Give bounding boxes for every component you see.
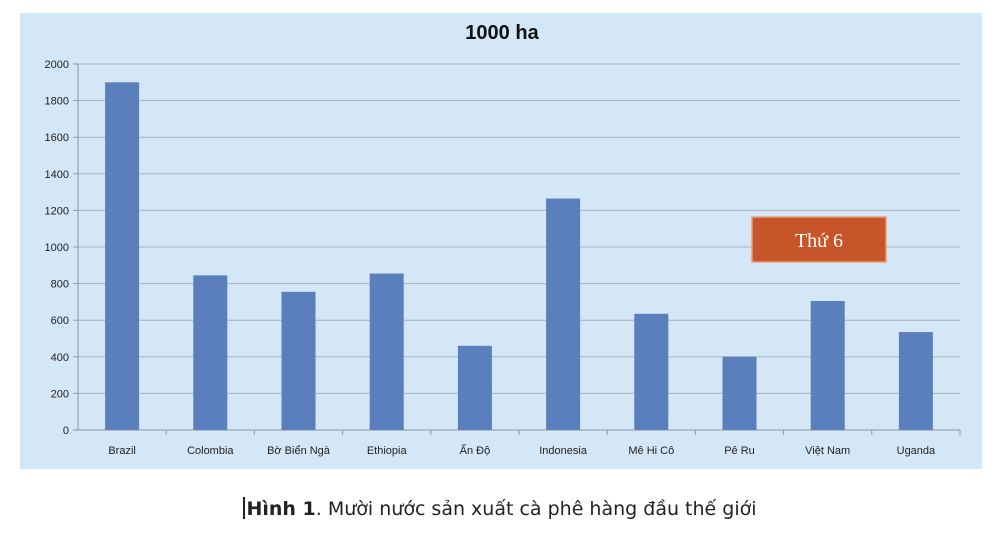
y-tick-label: 0 bbox=[63, 425, 69, 437]
x-tick-label: Ethiopia bbox=[367, 445, 408, 457]
figure-caption: Hình 1. Mười nước sản xuất cà phê hàng đ… bbox=[0, 497, 1000, 520]
annotation-box bbox=[751, 216, 887, 263]
bar bbox=[898, 332, 933, 430]
y-tick-label: 1200 bbox=[45, 205, 69, 217]
y-tick-label: 2000 bbox=[45, 59, 69, 71]
y-tick-label: 1800 bbox=[45, 96, 69, 108]
caption-figure-number: Hình 1 bbox=[246, 498, 316, 520]
bar bbox=[634, 313, 669, 430]
x-tick-label: Colombia bbox=[187, 445, 234, 457]
bar bbox=[105, 82, 140, 431]
chart-panel: 1000 ha 0 200 400 600 800 1000 1200 1400 1600 180… bbox=[20, 13, 982, 469]
y-tick-label: 1400 bbox=[45, 169, 69, 181]
y-tick-label: 1600 bbox=[45, 132, 69, 144]
y-tick-label: 800 bbox=[51, 279, 69, 291]
bar bbox=[810, 300, 845, 430]
y-axis: 0 200 400 600 800 1000 1200 1400 1600 1800 2000 bbox=[45, 59, 79, 437]
bar bbox=[193, 275, 228, 430]
y-tick-label: 400 bbox=[51, 352, 69, 364]
chart-title: 1000 ha bbox=[465, 22, 539, 44]
x-tick-label: Indonesia bbox=[539, 445, 588, 457]
bar bbox=[369, 273, 404, 430]
bar bbox=[546, 198, 581, 430]
x-tick-label: Brazil bbox=[108, 445, 136, 457]
rank-annotation: Thứ 6 bbox=[751, 216, 887, 263]
x-tick-label: Uganda bbox=[897, 445, 936, 457]
bar-chart: 1000 ha 0 200 400 600 800 1000 1200 1400 1600 180… bbox=[45, 22, 961, 457]
x-axis-labels: Brazil Colombia Bờ Biển Ngà Ethiopia Ấn Độ In… bbox=[108, 430, 961, 457]
x-tick-label: Mê Hi Cô bbox=[628, 445, 674, 457]
x-tick-label: Pê Ru bbox=[724, 445, 755, 457]
y-tick-label: 200 bbox=[51, 388, 69, 400]
bar bbox=[281, 291, 316, 430]
bar bbox=[722, 356, 757, 430]
x-tick-label: Ấn Độ bbox=[460, 444, 491, 457]
bar bbox=[457, 345, 492, 430]
y-tick-label: 600 bbox=[51, 315, 69, 327]
y-tick-label: 1000 bbox=[45, 242, 69, 254]
annotation-label: Thứ 6 bbox=[795, 230, 843, 252]
text-cursor bbox=[243, 497, 246, 519]
caption-text: . Mười nước sản xuất cà phê hàng đầu thế… bbox=[315, 498, 757, 520]
x-tick-label: Việt Nam bbox=[805, 445, 850, 457]
x-tick-label: Bờ Biển Ngà bbox=[267, 445, 331, 457]
bars bbox=[105, 82, 933, 431]
